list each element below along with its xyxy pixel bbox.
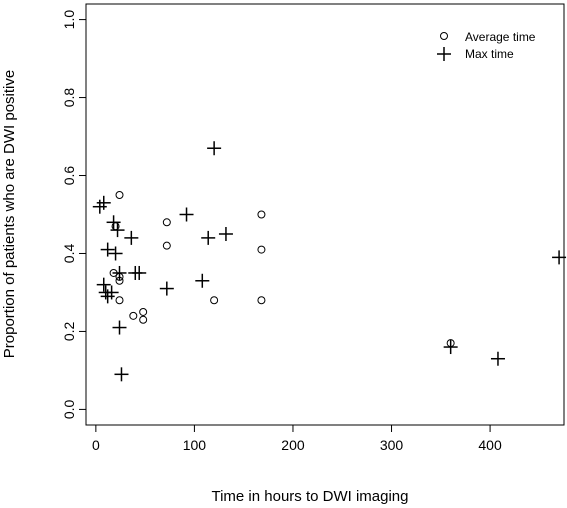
data-point-max-time [112, 265, 127, 280]
y-tick-label: 0.8 [61, 88, 77, 108]
x-axis-title: Time in hours to DWI imaging [211, 488, 408, 505]
data-point-average-time [162, 218, 171, 227]
data-point-average-time [139, 307, 148, 316]
legend-label-max: Max time [465, 47, 514, 61]
y-tick-label: 0.6 [61, 166, 77, 186]
data-point-max-time [104, 285, 119, 300]
x-tick-label: 400 [478, 437, 502, 453]
data-point-max-time [195, 273, 210, 288]
data-point-max-time [201, 230, 216, 245]
legend: Average time Max time [437, 30, 536, 61]
data-point-max-time [100, 289, 115, 304]
y-tick-label: 0.4 [61, 244, 77, 264]
data-point-max-time [207, 141, 222, 156]
data-point-max-time [96, 195, 111, 210]
data-point-max-time [108, 246, 123, 261]
data-point-max-time [110, 223, 125, 238]
data-point-max-time [132, 265, 147, 280]
data-point-max-time [112, 320, 127, 335]
y-tick-label: 1.0 [61, 10, 77, 30]
data-point-max-time [218, 226, 233, 241]
y-axis: 0.0 0.2 0.4 0.6 0.8 1.0 [61, 10, 87, 419]
data-point-max-time [159, 281, 174, 296]
legend-circle-marker [440, 32, 448, 40]
y-axis-title: Proportion of patients who are DWI posit… [1, 70, 18, 358]
data-point-average-time [115, 296, 124, 305]
data-point-max-time [490, 351, 505, 366]
data-point-average-time [115, 191, 124, 200]
data-point-average-time [257, 296, 266, 305]
x-tick-label: 100 [183, 437, 207, 453]
data-point-max-time [96, 277, 111, 292]
y-tick-label: 0.2 [61, 322, 77, 342]
data-point-max-time [179, 207, 194, 222]
data-point-max-time [114, 367, 129, 382]
x-tick-label: 300 [380, 437, 404, 453]
data-point-average-time [257, 210, 266, 219]
data-point-max-time [552, 250, 567, 265]
legend-label-average: Average time [465, 30, 536, 44]
plot-frame [85, 3, 565, 426]
x-axis: 0 100 200 300 400 [92, 424, 502, 453]
data-point-max-time [92, 199, 107, 214]
y-tick-label: 0.0 [61, 399, 77, 419]
data-point-average-time [162, 241, 171, 250]
plot-points [92, 141, 567, 382]
data-point-max-time [124, 230, 139, 245]
data-point-average-time [210, 296, 219, 305]
data-point-max-time [443, 340, 458, 355]
data-point-average-time [129, 311, 138, 320]
data-point-max-time [100, 242, 115, 257]
x-tick-label: 200 [281, 437, 305, 453]
data-point-average-time [139, 315, 148, 324]
data-point-max-time [106, 215, 121, 230]
x-tick-label: 0 [92, 437, 100, 453]
data-point-average-time [257, 245, 266, 254]
